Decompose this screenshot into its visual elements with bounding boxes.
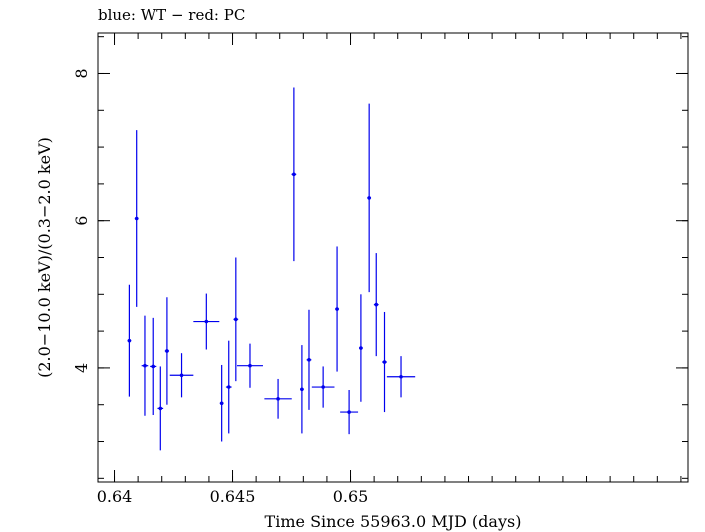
data-point bbox=[367, 103, 372, 293]
data-point bbox=[300, 345, 304, 434]
chart-title: blue: WT − red: PC bbox=[98, 6, 246, 24]
data-point bbox=[359, 294, 363, 402]
data-point bbox=[193, 293, 220, 350]
minor-ticks bbox=[98, 33, 688, 482]
y-axis-label: (2.0−10.0 keV)/(0.3−2.0 keV) bbox=[35, 137, 54, 378]
plot-frame bbox=[97, 32, 689, 483]
data-point bbox=[373, 253, 379, 357]
point-marker bbox=[219, 401, 224, 406]
data-point bbox=[225, 340, 232, 434]
y-tick-label: 4 bbox=[72, 363, 91, 373]
point-marker bbox=[127, 338, 132, 343]
tick-labels: 0.64 0.645 0.65 4 6 8 bbox=[72, 68, 368, 506]
point-marker bbox=[204, 319, 209, 324]
y-tick-label: 6 bbox=[72, 216, 91, 226]
point-marker bbox=[300, 387, 304, 392]
data-point bbox=[311, 366, 335, 408]
series-wt bbox=[127, 87, 416, 451]
data-point bbox=[134, 130, 139, 307]
point-marker bbox=[382, 360, 387, 364]
data-point bbox=[291, 87, 297, 262]
point-marker bbox=[158, 406, 163, 411]
point-marker bbox=[151, 364, 156, 369]
data-point bbox=[237, 343, 263, 388]
x-tick-label: 0.65 bbox=[333, 487, 369, 506]
data-point bbox=[233, 257, 239, 382]
data-point bbox=[386, 356, 416, 398]
data-point bbox=[157, 366, 164, 451]
data-point bbox=[335, 246, 339, 372]
point-marker bbox=[276, 397, 280, 401]
point-marker bbox=[374, 302, 379, 307]
data-point bbox=[264, 378, 292, 419]
point-marker bbox=[399, 374, 403, 379]
data-point bbox=[306, 309, 312, 410]
x-tick-label: 0.64 bbox=[97, 487, 133, 506]
point-marker bbox=[307, 358, 311, 362]
point-marker bbox=[335, 307, 339, 311]
major-ticks bbox=[98, 33, 688, 482]
data-point bbox=[340, 389, 359, 435]
data-point bbox=[164, 297, 170, 405]
point-marker bbox=[165, 349, 169, 353]
point-marker bbox=[292, 172, 296, 177]
data-point bbox=[127, 284, 132, 397]
point-marker bbox=[143, 363, 147, 368]
data-point bbox=[141, 315, 149, 416]
point-marker bbox=[367, 196, 371, 200]
x-axis-label: Time Since 55963.0 MJD (days) bbox=[265, 512, 522, 531]
data-point bbox=[382, 311, 387, 413]
point-marker bbox=[347, 410, 351, 414]
data-point bbox=[219, 364, 224, 442]
point-marker bbox=[248, 363, 252, 368]
point-marker bbox=[134, 216, 139, 221]
y-tick-label: 8 bbox=[72, 68, 91, 78]
point-marker bbox=[359, 346, 363, 350]
series-layer bbox=[127, 87, 416, 451]
point-marker bbox=[234, 317, 238, 322]
x-tick-label: 0.645 bbox=[210, 487, 256, 506]
point-marker bbox=[321, 385, 325, 389]
data-point bbox=[169, 353, 194, 398]
data-point bbox=[150, 317, 157, 416]
point-marker bbox=[226, 385, 231, 389]
point-marker bbox=[179, 373, 184, 378]
